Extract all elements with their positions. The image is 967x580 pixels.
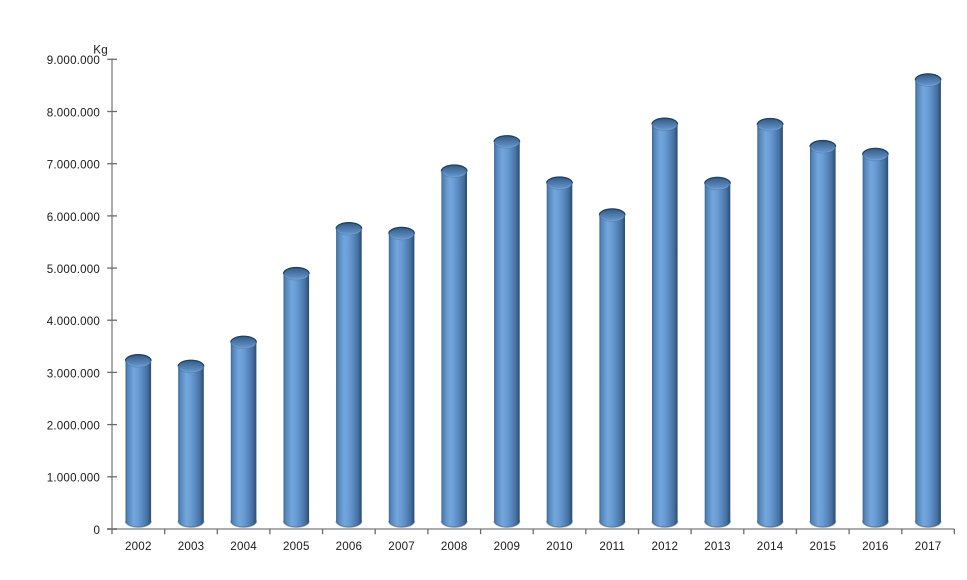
svg-text:2006: 2006 [336,540,363,553]
svg-text:2015: 2015 [810,540,837,553]
svg-text:Kg: Kg [93,44,108,57]
svg-text:7.000.000: 7.000.000 [47,159,100,172]
svg-text:2017: 2017 [915,540,942,553]
svg-text:2009: 2009 [494,540,521,553]
svg-text:2008: 2008 [441,540,468,553]
svg-text:5.000.000: 5.000.000 [47,263,100,276]
svg-text:2002: 2002 [125,540,152,553]
svg-text:2004: 2004 [230,540,257,553]
svg-text:0: 0 [93,524,100,537]
svg-text:1.000.000: 1.000.000 [47,472,100,485]
svg-text:2003: 2003 [178,540,205,553]
svg-text:6.000.000: 6.000.000 [47,211,100,224]
svg-text:2016: 2016 [862,540,889,553]
svg-text:2014: 2014 [757,540,784,553]
svg-text:3.000.000: 3.000.000 [47,367,100,380]
svg-text:2007: 2007 [388,540,415,553]
svg-text:4.000.000: 4.000.000 [47,315,100,328]
svg-text:2.000.000: 2.000.000 [47,420,100,433]
svg-text:2010: 2010 [546,540,573,553]
svg-text:8.000.000: 8.000.000 [47,106,100,119]
svg-text:2013: 2013 [704,540,731,553]
svg-text:2005: 2005 [283,540,310,553]
svg-text:2011: 2011 [599,540,625,553]
svg-text:2012: 2012 [652,540,679,553]
svg-text:9.000.000: 9.000.000 [47,54,100,67]
